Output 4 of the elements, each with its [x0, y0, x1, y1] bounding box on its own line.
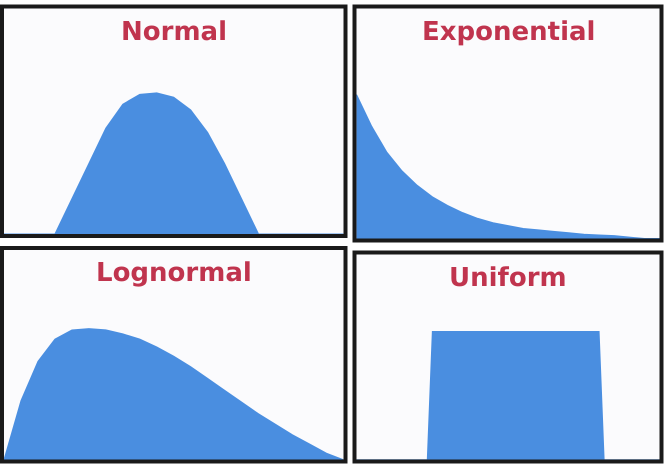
- chart-title: Exponential: [422, 17, 596, 47]
- chart-title: Normal: [121, 17, 227, 47]
- chart-title: Uniform: [449, 263, 567, 293]
- chart-title: Lognormal: [96, 258, 252, 288]
